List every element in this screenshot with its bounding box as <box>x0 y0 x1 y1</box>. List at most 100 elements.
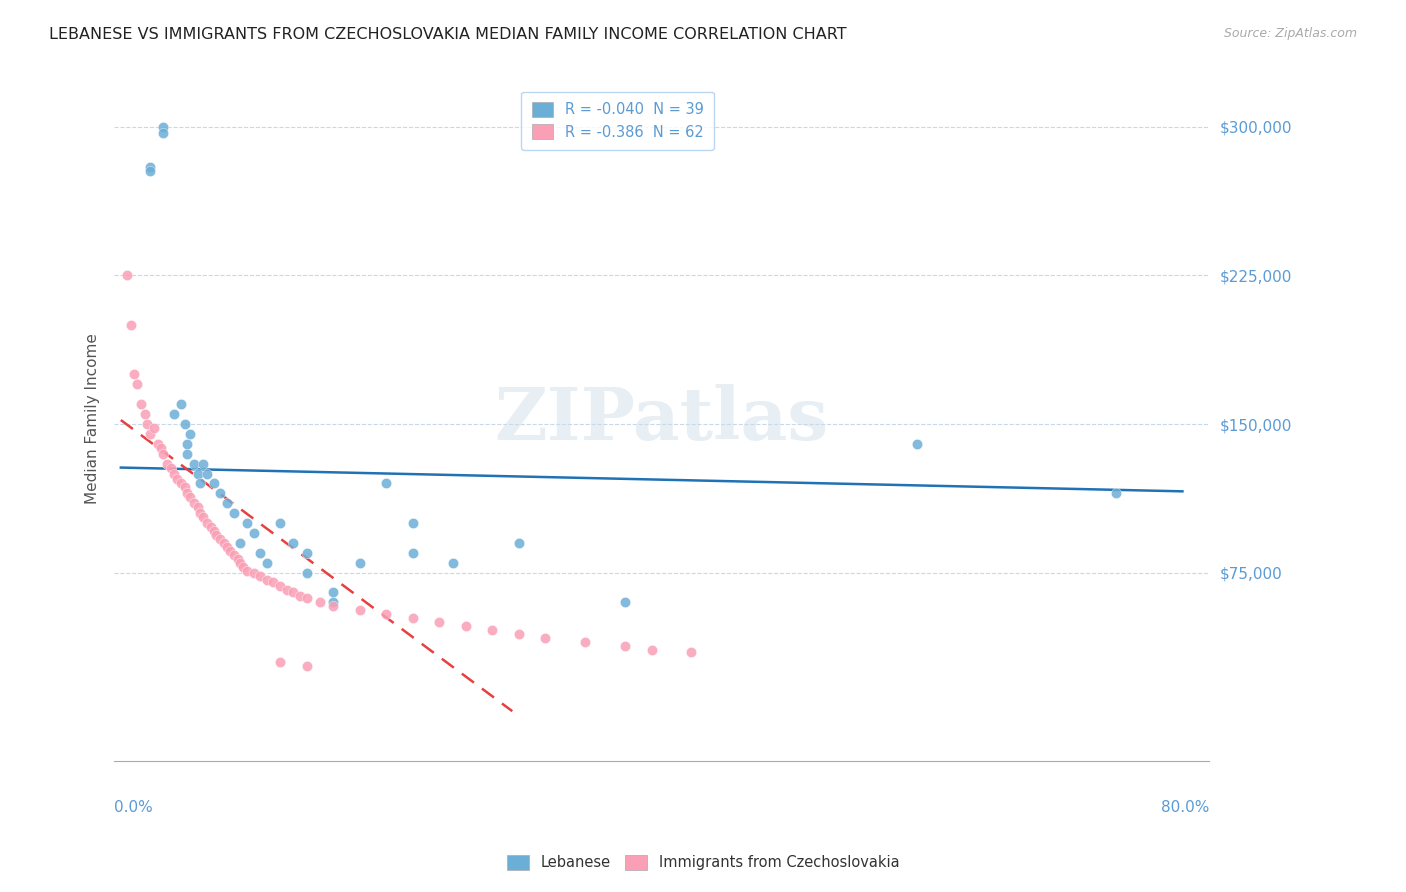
Point <box>283 585 305 599</box>
Point <box>905 437 928 451</box>
Text: Source: ZipAtlas.com: Source: ZipAtlas.com <box>1223 27 1357 40</box>
Point <box>508 627 530 641</box>
Point <box>402 516 425 530</box>
Point <box>190 476 212 491</box>
Point <box>256 556 278 570</box>
Point <box>249 569 271 583</box>
Text: 80.0%: 80.0% <box>1160 799 1209 814</box>
Point <box>269 516 291 530</box>
Point <box>187 467 209 481</box>
Point <box>262 575 284 590</box>
Point <box>152 126 174 140</box>
Point <box>242 566 264 580</box>
Point <box>256 574 278 588</box>
Point <box>288 589 311 603</box>
Legend: R = -0.040  N = 39, R = -0.386  N = 62: R = -0.040 N = 39, R = -0.386 N = 62 <box>522 92 714 150</box>
Point <box>309 595 332 609</box>
Point <box>190 506 212 520</box>
Y-axis label: Median Family Income: Median Family Income <box>86 334 100 505</box>
Point <box>163 407 186 421</box>
Point <box>117 268 139 283</box>
Point <box>249 546 271 560</box>
Point <box>236 564 259 578</box>
Point <box>183 457 205 471</box>
Point <box>295 566 318 580</box>
Point <box>322 585 344 599</box>
Point <box>427 615 450 629</box>
Point <box>283 536 305 550</box>
Point <box>187 500 209 515</box>
Point <box>209 532 232 546</box>
Point <box>120 318 142 332</box>
Point <box>169 397 191 411</box>
Point <box>454 619 477 633</box>
Point <box>295 658 318 673</box>
Point <box>574 635 596 649</box>
Point <box>222 506 245 520</box>
Point <box>508 536 530 550</box>
Point <box>166 473 188 487</box>
Point <box>322 595 344 609</box>
Point <box>375 476 398 491</box>
Point <box>134 407 156 421</box>
Point <box>139 160 162 174</box>
Point <box>322 599 344 614</box>
Point <box>122 368 145 382</box>
Point <box>402 611 425 625</box>
Point <box>229 556 252 570</box>
Point <box>214 536 236 550</box>
Point <box>179 490 201 504</box>
Point <box>481 623 503 637</box>
Point <box>139 426 162 441</box>
Point <box>349 556 371 570</box>
Point <box>681 645 703 659</box>
Point <box>149 441 172 455</box>
Point <box>125 377 148 392</box>
Point <box>205 528 228 542</box>
Point <box>226 551 249 566</box>
Point <box>173 480 195 494</box>
Point <box>402 546 425 560</box>
Point <box>375 607 398 621</box>
Text: ZIPatlas: ZIPatlas <box>495 384 828 455</box>
Point <box>176 437 198 451</box>
Point <box>176 447 198 461</box>
Point <box>136 417 159 431</box>
Point <box>129 397 152 411</box>
Point <box>215 540 238 554</box>
Point <box>195 516 218 530</box>
Point <box>295 591 318 606</box>
Point <box>232 559 254 574</box>
Point <box>218 543 240 558</box>
Point <box>349 603 371 617</box>
Point <box>152 447 174 461</box>
Point <box>236 516 259 530</box>
Point <box>269 655 291 669</box>
Point <box>163 467 186 481</box>
Point <box>441 556 464 570</box>
Point <box>1105 486 1128 500</box>
Point <box>146 437 169 451</box>
Point <box>156 457 179 471</box>
Point <box>202 476 225 491</box>
Point <box>202 524 225 538</box>
Point <box>640 642 662 657</box>
Point <box>215 496 238 510</box>
Legend: Lebanese, Immigrants from Czechoslovakia: Lebanese, Immigrants from Czechoslovakia <box>501 848 905 876</box>
Point <box>191 510 214 524</box>
Text: LEBANESE VS IMMIGRANTS FROM CZECHOSLOVAKIA MEDIAN FAMILY INCOME CORRELATION CHAR: LEBANESE VS IMMIGRANTS FROM CZECHOSLOVAK… <box>49 27 846 42</box>
Point <box>183 496 205 510</box>
Point <box>276 583 298 598</box>
Text: 0.0%: 0.0% <box>114 799 153 814</box>
Point <box>200 520 222 534</box>
Point <box>179 426 201 441</box>
Point <box>173 417 195 431</box>
Point <box>295 546 318 560</box>
Point <box>160 460 183 475</box>
Point <box>614 595 637 609</box>
Point <box>176 486 198 500</box>
Point <box>242 525 264 540</box>
Point <box>614 639 637 653</box>
Point <box>191 457 214 471</box>
Point <box>152 120 174 134</box>
